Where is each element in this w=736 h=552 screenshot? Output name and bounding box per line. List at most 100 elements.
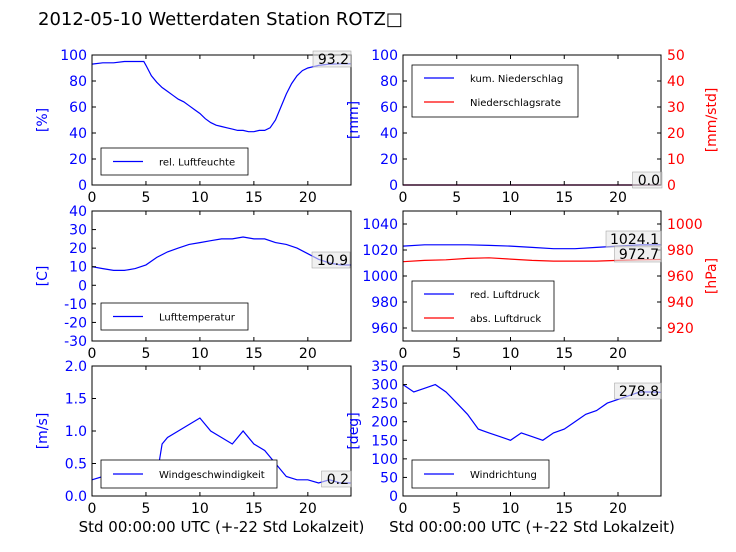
precip-y-tick-label: 100: [371, 48, 398, 64]
humidity-current-value-box: [312, 50, 352, 68]
pressure-y-tick-label: 960: [371, 321, 398, 337]
humidity-x-tick-label: 0: [88, 190, 97, 206]
wind_dir-y-tick-label: 300: [371, 378, 398, 394]
humidity-y-tick-label: 80: [69, 74, 87, 90]
precip-y-axis-label: [mm]: [346, 101, 362, 139]
precip-y2-tick-label: 50: [667, 48, 685, 64]
precip-y2-tick-label: 0: [667, 178, 676, 194]
pressure-x-tick-label: 5: [452, 346, 461, 362]
precip-y2-axis-label: [mm/std]: [704, 88, 720, 153]
wind_speed-y-axis-label: [m/s]: [35, 413, 51, 450]
precip-y2-tick-label: 20: [667, 126, 685, 142]
temperature-x-tick-label: 5: [141, 346, 150, 362]
precip-x-tick-label: 20: [609, 190, 627, 206]
temperature-y-tick-label: 20: [69, 241, 87, 257]
temperature-y-tick-label: 30: [69, 223, 87, 239]
wind_dir-x-tick-label: 20: [609, 501, 627, 517]
precip-y-tick-label: 40: [380, 126, 398, 142]
temperature-y-tick-label: -20: [64, 315, 87, 331]
temperature-x-tick-label: 15: [245, 346, 263, 362]
pressure-y2-tick-label: 980: [667, 243, 694, 259]
temperature-y-tick-label: 40: [69, 204, 87, 220]
wind_speed-x-axis-label: Std 00:00:00 UTC (+-22 Std Lokalzeit): [79, 518, 365, 536]
humidity-x-tick-label: 15: [245, 190, 263, 206]
wind_speed-current-value-box: [321, 470, 352, 488]
wind_speed-legend-label-0: Windgeschwindigkeit: [159, 470, 265, 481]
wind_speed-x-tick-label: 15: [245, 501, 263, 517]
wind_speed-x-tick-label: 10: [191, 501, 209, 517]
wind_dir-current-value-box: [614, 382, 662, 400]
wind_dir-y-tick-label: 250: [371, 396, 398, 412]
precip-y2-tick-label: 40: [667, 74, 685, 90]
precip-plot-frame: [402, 54, 662, 186]
wind_speed-x-tick-label: 0: [88, 501, 97, 517]
humidity-legend-label-0: rel. Luftfeuchte: [159, 158, 235, 169]
pressure-y2-axis-label: [hPa]: [704, 258, 720, 294]
wind_dir-y-tick-label: 100: [371, 452, 398, 468]
temperature-x-tick-label: 0: [88, 346, 97, 362]
pressure-y2-tick-label: 960: [667, 269, 694, 285]
humidity-y-tick-label: 100: [60, 48, 87, 64]
humidity-y-axis-label: [%]: [35, 108, 51, 132]
figure-title: 2012-05-10 Wetterdaten Station ROTZ□: [38, 9, 403, 30]
humidity-x-tick-label: 20: [299, 190, 317, 206]
precip-legend-label-0: kum. Niederschlag: [470, 74, 563, 85]
wind_speed-y-tick-label: 2.0: [65, 359, 87, 375]
temperature-current-value: 10.9: [317, 253, 348, 269]
humidity-x-tick-label: 5: [141, 190, 150, 206]
pressure-current-value: 1024.1: [610, 232, 659, 248]
wind_speed-y-tick-label: 0.0: [65, 489, 87, 505]
wind_dir-x-tick-label: 15: [555, 501, 573, 517]
humidity-plot-frame: [91, 54, 352, 186]
precip-y-tick-label: 20: [380, 152, 398, 168]
temperature-y-tick-label: -10: [64, 297, 87, 313]
temperature-y-tick-label: -30: [64, 334, 87, 350]
precip-y-tick-label: 80: [380, 74, 398, 90]
temperature-y-tick-label: 0: [78, 278, 87, 294]
precip-legend-label-1: Niederschlagsrate: [470, 98, 561, 109]
temperature-legend-label-0: Lufttemperatur: [159, 313, 236, 324]
precip-x-tick-label: 0: [399, 190, 408, 206]
pressure-x-tick-label: 20: [609, 346, 627, 362]
wind_dir-plot-frame: [402, 365, 662, 497]
pressure-y-tick-label: 1040: [362, 217, 398, 233]
pressure-x-tick-label: 10: [502, 346, 520, 362]
temperature-x-tick-label: 10: [191, 346, 209, 362]
precip-y2-tick-label: 30: [667, 100, 685, 116]
pressure-x-tick-label: 0: [399, 346, 408, 362]
wind_dir-series-line-0: [402, 383, 662, 441]
temperature-current-value-box: [311, 251, 351, 269]
temperature-plot-frame: [91, 210, 352, 342]
humidity-x-tick-label: 10: [191, 190, 209, 206]
humidity-current-value: 93.2: [318, 52, 349, 68]
wind_dir-x-tick-label: 0: [399, 501, 408, 517]
precip-y2-tick-label: 10: [667, 152, 685, 168]
wind_dir-y-tick-label: 0: [389, 489, 398, 505]
pressure-legend-label-0: red. Luftdruck: [470, 290, 540, 301]
wind_dir-y-tick-label: 50: [380, 470, 398, 486]
precip-x-tick-label: 10: [502, 190, 520, 206]
wind_dir-y-axis-label: [deg]: [346, 412, 362, 449]
pressure-current-value-2: 972.7: [619, 247, 659, 263]
precip-y-tick-label: 0: [389, 178, 398, 194]
wind_speed-x-tick-label: 5: [141, 501, 150, 517]
pressure-x-tick-label: 15: [555, 346, 573, 362]
precip-y-tick-label: 60: [380, 100, 398, 116]
pressure-current-value-2-box: [614, 245, 662, 263]
wind_dir-current-value: 278.8: [619, 384, 659, 400]
pressure-y2-tick-label: 920: [667, 321, 694, 337]
wind_speed-y-tick-label: 0.5: [65, 457, 87, 473]
temperature-x-tick-label: 20: [299, 346, 317, 362]
precip-x-tick-label: 5: [452, 190, 461, 206]
wind_dir-y-tick-label: 150: [371, 433, 398, 449]
temperature-y-tick-label: 10: [69, 260, 87, 276]
precip-legend-box: [411, 64, 579, 118]
pressure-y-tick-label: 980: [371, 295, 398, 311]
pressure-legend-label-1: abs. Luftdruck: [470, 314, 541, 325]
humidity-y-tick-label: 60: [69, 100, 87, 116]
wind_speed-current-value: 0.2: [327, 472, 349, 488]
wind_dir-x-axis-label: Std 00:00:00 UTC (+-22 Std Lokalzeit): [389, 518, 675, 536]
humidity-series-line-0: [91, 60, 351, 133]
pressure-y2-tick-label: 940: [667, 295, 694, 311]
